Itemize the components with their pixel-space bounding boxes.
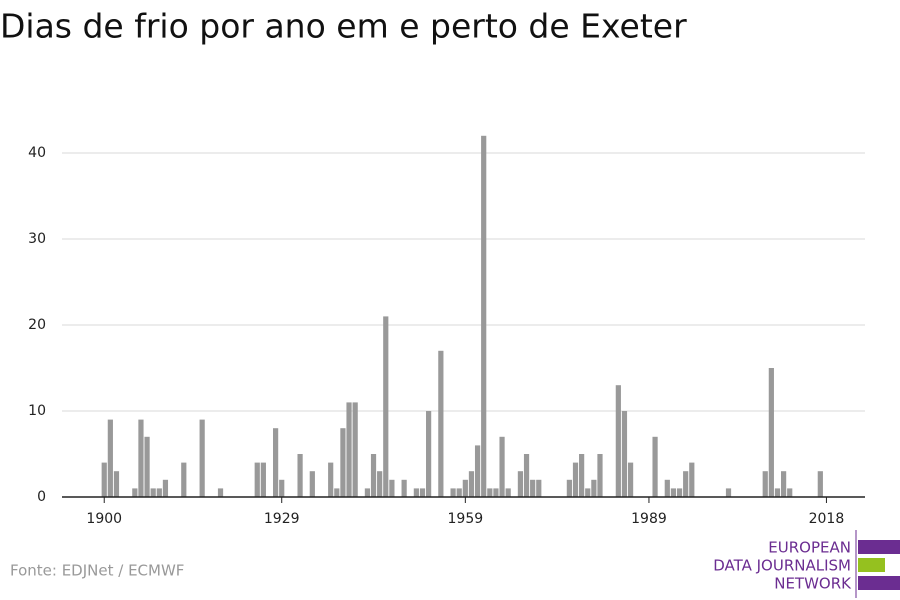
bar bbox=[597, 454, 603, 497]
bar bbox=[101, 462, 107, 497]
bar bbox=[364, 488, 371, 497]
logo-bar bbox=[858, 558, 885, 572]
logo-bar bbox=[858, 576, 900, 590]
bar bbox=[389, 479, 395, 497]
bar bbox=[670, 488, 677, 497]
logo-bar bbox=[858, 540, 900, 554]
y-tick-label: 10 bbox=[28, 403, 46, 419]
bar bbox=[621, 411, 628, 497]
bar bbox=[768, 368, 774, 497]
bar bbox=[462, 479, 468, 497]
bar bbox=[383, 316, 389, 497]
x-tick-label: 1929 bbox=[264, 511, 300, 527]
bar bbox=[615, 385, 621, 497]
logo-text: NETWORK bbox=[774, 575, 852, 593]
bar bbox=[456, 488, 462, 497]
bar bbox=[132, 488, 138, 497]
chart-title: Dias de frio por ano em e perto de Exete… bbox=[0, 7, 687, 46]
bar bbox=[254, 462, 260, 497]
bar bbox=[780, 471, 787, 497]
bar bbox=[340, 428, 346, 497]
bar bbox=[401, 479, 407, 497]
logo: EUROPEAN DATA JOURNALISM NETWORK bbox=[713, 530, 900, 598]
bar bbox=[481, 135, 487, 498]
bar bbox=[652, 436, 658, 497]
x-tick-label: 1959 bbox=[448, 511, 484, 527]
bar bbox=[199, 419, 205, 497]
x-tick-label: 1900 bbox=[86, 511, 122, 527]
bar bbox=[352, 402, 358, 497]
bar bbox=[273, 428, 279, 497]
y-tick-label: 30 bbox=[28, 231, 46, 247]
bar bbox=[426, 411, 432, 497]
bar bbox=[585, 488, 591, 497]
y-tick-label: 40 bbox=[28, 145, 46, 161]
bar bbox=[627, 462, 634, 497]
bar bbox=[536, 479, 542, 497]
bar bbox=[150, 488, 156, 497]
bar bbox=[217, 488, 224, 497]
bar bbox=[107, 419, 113, 497]
bar bbox=[377, 471, 383, 497]
bar bbox=[566, 479, 572, 497]
x-tick-label: 2018 bbox=[809, 511, 845, 527]
y-tick-label: 20 bbox=[28, 317, 46, 333]
bar bbox=[499, 436, 505, 497]
bar bbox=[450, 488, 456, 497]
bar bbox=[517, 471, 524, 497]
logo-text: DATA JOURNALISM bbox=[713, 557, 851, 575]
bar bbox=[156, 488, 162, 497]
bar bbox=[162, 479, 169, 497]
bar bbox=[328, 462, 334, 497]
bar bbox=[370, 454, 377, 497]
bar bbox=[468, 471, 475, 497]
x-tick-label: 1989 bbox=[631, 511, 667, 527]
bar bbox=[346, 402, 352, 497]
source: Fonte: EDJNet / ECMWF bbox=[10, 562, 184, 580]
bar bbox=[438, 350, 444, 497]
bar bbox=[579, 454, 585, 497]
bar bbox=[413, 488, 419, 497]
logo-text: EUROPEAN bbox=[768, 539, 851, 557]
bar bbox=[689, 462, 695, 497]
bar bbox=[774, 488, 781, 497]
y-tick-label: 0 bbox=[37, 489, 46, 505]
bar bbox=[817, 471, 823, 497]
bar bbox=[530, 479, 536, 497]
bar bbox=[419, 488, 426, 497]
bar bbox=[474, 445, 481, 497]
bar bbox=[279, 479, 285, 497]
bar bbox=[725, 488, 732, 497]
bar bbox=[113, 471, 120, 497]
bar bbox=[334, 488, 340, 497]
bar bbox=[144, 436, 150, 497]
bar bbox=[487, 488, 493, 497]
bar bbox=[260, 462, 266, 497]
bar bbox=[591, 479, 597, 497]
bar bbox=[138, 419, 144, 497]
bar bbox=[181, 462, 187, 497]
bar bbox=[297, 454, 303, 497]
bar bbox=[787, 488, 793, 497]
bar bbox=[523, 454, 530, 497]
bar bbox=[309, 471, 315, 497]
bar bbox=[762, 471, 768, 497]
bar bbox=[493, 488, 499, 497]
bar bbox=[505, 488, 511, 497]
bar bbox=[683, 471, 689, 497]
bar bbox=[572, 462, 579, 497]
bar bbox=[664, 479, 670, 497]
bar bbox=[676, 488, 683, 497]
